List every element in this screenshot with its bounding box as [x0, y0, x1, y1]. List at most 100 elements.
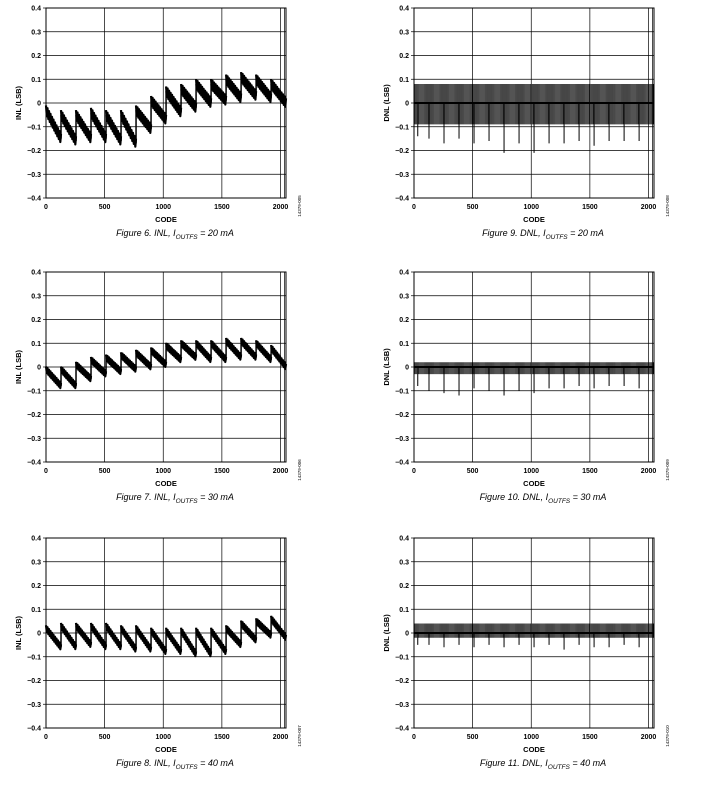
inl-segment — [89, 356, 108, 378]
inl-chart-panel: 0.4 0.3 0.2 0.1 0 −0.1 −0.2 −0.3 −0.4 0 500 1000 150… — [10, 264, 340, 526]
x-tick-label: 2000 — [641, 204, 657, 211]
x-tick-label: 1000 — [523, 468, 539, 475]
y-tick-label: −0.1 — [27, 388, 41, 395]
figure-id-code: 14379-005 — [297, 195, 302, 217]
y-tick-label: 0.4 — [31, 6, 41, 13]
inl-segment — [59, 622, 78, 651]
y-tick-label: 0.3 — [31, 29, 41, 36]
inl-segment — [225, 337, 243, 361]
x-tick-label: 500 — [467, 734, 479, 741]
inl-segment — [225, 625, 243, 649]
current-value: = 20 mA — [567, 228, 604, 238]
x-tick-label: 1500 — [582, 734, 598, 741]
inl-segment — [119, 110, 138, 148]
y-tick-label: 0 — [37, 631, 41, 638]
y-tick-label: −0.2 — [27, 678, 41, 685]
x-tick-label: 1000 — [155, 468, 171, 475]
y-tick-label: −0.4 — [27, 726, 41, 733]
inl-segment — [180, 627, 198, 658]
figure-id-code: 14379-006 — [297, 459, 302, 481]
inl-segment — [165, 342, 183, 364]
inl-chart-panel: 0.4 0.3 0.2 0.1 0 −0.1 −0.2 −0.3 −0.4 0 500 1000 150… — [10, 530, 340, 792]
current-subscript: OUTFS — [545, 233, 568, 241]
chart-svg: 0.40.30.20.10−0.1−0.2−0.3−0.40 500 1000 150… — [14, 270, 302, 489]
y-tick-label: 0.1 — [31, 341, 41, 348]
inl-segment — [210, 79, 228, 106]
chart-svg: 0.40.30.20.10−0.1−0.2−0.3−0.40 500 1000 150… — [14, 536, 302, 755]
inl-segment — [119, 625, 138, 653]
x-tick-label: 1500 — [214, 734, 230, 741]
y-tick-label: −0.1 — [395, 124, 409, 131]
y-axis-title: INL (LSB) — [14, 85, 23, 120]
inl-segment — [195, 340, 213, 364]
inl-segment — [44, 366, 63, 390]
figure-label: Figure 6. INL, — [116, 228, 174, 238]
x-tick-label: 0 — [44, 204, 48, 211]
x-tick-label: 500 — [467, 204, 479, 211]
y-tick-label: −0.3 — [395, 702, 409, 709]
x-tick-label: 1000 — [155, 734, 171, 741]
inl-segment — [134, 625, 153, 653]
figure-caption: Figure 6. INL, IOUTFS = 20 mA — [10, 228, 340, 241]
inl-segment — [104, 622, 123, 651]
current-symbol: I — [545, 758, 548, 768]
figure-label: Figure 11. DNL, — [479, 758, 546, 768]
y-axis-title: DNL (LSB) — [382, 84, 391, 122]
y-tick-label: 0.2 — [31, 317, 41, 324]
current-subscript: OUTFS — [548, 497, 571, 505]
current-value: = 30 mA — [570, 492, 607, 502]
figure-caption: Figure 10. DNL, IOUTFS = 30 mA — [378, 492, 706, 505]
x-tick-label: 500 — [99, 468, 111, 475]
x-tick-label: 2000 — [273, 204, 289, 211]
x-tick-label: 0 — [44, 734, 48, 741]
inl-segment — [134, 105, 153, 134]
x-tick-label: 0 — [44, 468, 48, 475]
inl-segment — [104, 354, 123, 376]
inl-segment — [74, 361, 93, 383]
dnl-chart-panel: 0.4 0.3 0.2 0.1 0 −0.1 −0.2 −0.3 −0.4 0 500 1000 150… — [378, 0, 706, 262]
chart-svg: 0.40.30.20.10−0.1−0.2−0.3−0.40 500 1000 150… — [14, 6, 302, 225]
y-tick-label: 0 — [37, 365, 41, 372]
inl-segment — [255, 340, 273, 364]
dnl-chart-panel: 0.4 0.3 0.2 0.1 0 −0.1 −0.2 −0.3 −0.4 0 500 1000 150… — [378, 264, 706, 526]
inl-segment — [165, 627, 183, 655]
y-tick-label: 0.3 — [399, 293, 409, 300]
y-tick-label: 0.1 — [31, 77, 41, 84]
current-subscript: OUTFS — [175, 233, 198, 241]
inl-segment — [240, 620, 258, 644]
y-tick-label: −0.2 — [395, 148, 409, 155]
y-tick-label: 0.4 — [31, 270, 41, 277]
figure-caption: Figure 8. INL, IOUTFS = 40 mA — [10, 758, 340, 771]
x-axis-title: CODE — [523, 215, 545, 224]
inl-segment — [150, 347, 168, 368]
figure-id-code: 14379-007 — [297, 725, 302, 747]
inl-segment — [134, 349, 153, 371]
y-tick-label: −0.1 — [395, 654, 409, 661]
x-tick-label: 2000 — [273, 734, 289, 741]
inl-segment — [255, 74, 273, 104]
inl-segment — [59, 110, 78, 146]
x-tick-label: 500 — [467, 468, 479, 475]
x-axis-title: CODE — [155, 215, 177, 224]
y-tick-label: 0.4 — [399, 6, 409, 13]
y-tick-label: 0 — [405, 101, 409, 108]
y-tick-label: −0.3 — [395, 436, 409, 443]
chart-svg: 0.40.30.20.10−0.1−0.2−0.3−0.40 500 1000 150… — [382, 6, 670, 225]
y-tick-label: −0.4 — [27, 196, 41, 203]
y-tick-label: −0.3 — [27, 172, 41, 179]
figure-label: Figure 8. INL, — [116, 758, 174, 768]
current-value: = 40 mA — [197, 758, 234, 768]
x-tick-label: 0 — [412, 204, 416, 211]
inl-chart-panel: 0.4 0.3 0.2 0.1 0 −0.1 −0.2 −0.3 −0.4 0 500 1000 150… — [10, 0, 340, 262]
inl-segment — [240, 72, 258, 101]
y-axis-title: INL (LSB) — [14, 615, 23, 650]
figure-id-code: 14379-008 — [665, 195, 670, 217]
current-subscript: OUTFS — [547, 763, 570, 771]
x-tick-label: 1000 — [523, 204, 539, 211]
inl-segment — [195, 79, 213, 108]
current-symbol: I — [173, 492, 176, 502]
y-tick-label: −0.2 — [395, 678, 409, 685]
inl-segment — [89, 107, 108, 144]
figure-caption: Figure 11. DNL, IOUTFS = 40 mA — [378, 758, 706, 771]
inl-segment — [74, 110, 93, 144]
